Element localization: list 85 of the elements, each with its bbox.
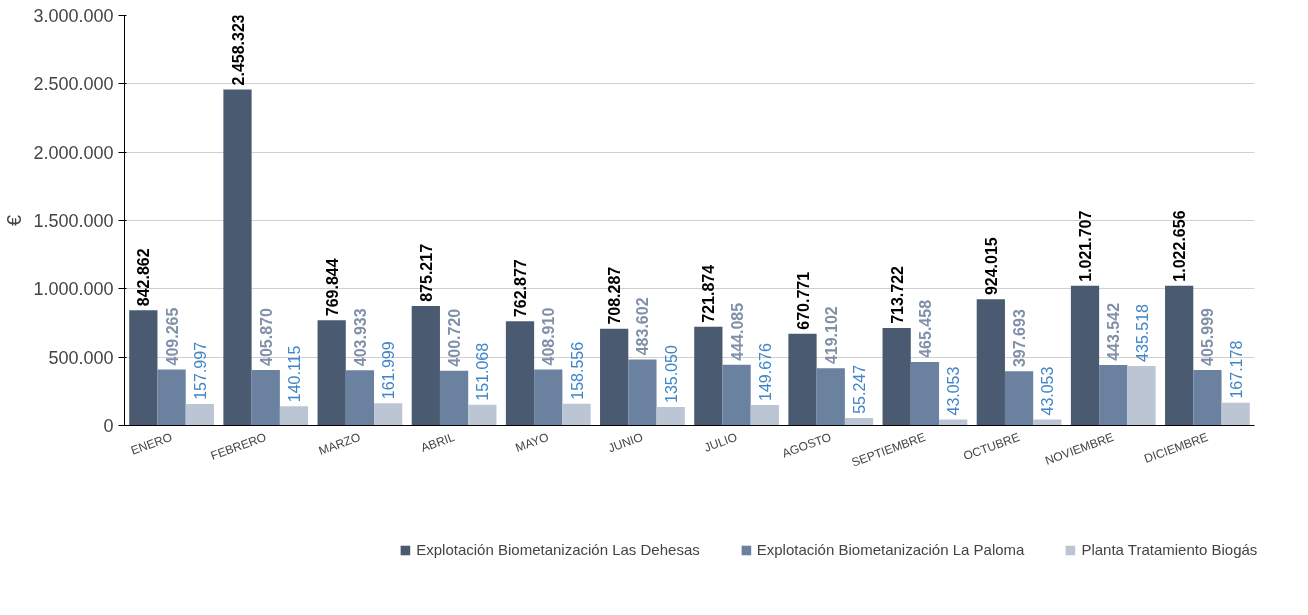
data-label: 721.874 — [700, 264, 718, 323]
data-label: 140.115 — [286, 345, 303, 403]
data-label: 713.722 — [888, 265, 906, 324]
data-label: 670.771 — [794, 271, 812, 330]
bar — [439, 370, 469, 426]
legend-label: Planta Tratamiento Biogás — [1081, 541, 1258, 558]
bar — [505, 321, 535, 426]
bar — [694, 326, 723, 426]
data-label: 924.015 — [982, 237, 1000, 296]
data-label: 435.518 — [1133, 303, 1151, 362]
data-label: 157.997 — [191, 341, 209, 400]
y-tick-label: 500.000 — [48, 347, 114, 368]
data-label: 708.287 — [606, 266, 624, 325]
legend-label: Explotación Biometanización Las Dehesas — [416, 541, 700, 558]
data-label: 769.844 — [323, 258, 341, 317]
bar — [562, 403, 591, 426]
bar — [345, 370, 375, 426]
data-label: 167.178 — [1227, 340, 1245, 399]
bar — [1221, 402, 1250, 426]
bar — [788, 333, 817, 426]
y-tick-label: 2.000.000 — [33, 142, 114, 163]
data-label: 397.693 — [1011, 309, 1029, 368]
bar — [844, 417, 874, 426]
bar — [468, 404, 497, 426]
data-label: 483.602 — [634, 297, 652, 356]
bar — [1099, 364, 1128, 426]
data-label: 405.999 — [1199, 307, 1217, 366]
y-tick-label: 1.000.000 — [33, 279, 114, 300]
legend-label: Explotación Biometanización La Paloma — [756, 541, 1025, 558]
bar — [816, 368, 845, 426]
data-label: 762.877 — [512, 259, 529, 318]
bar — [628, 359, 657, 426]
bar — [534, 369, 563, 426]
x-tick-label: JULIO — [702, 429, 739, 455]
data-label: 842.862 — [135, 248, 153, 307]
bar — [1165, 285, 1194, 426]
data-label: 1.022.656 — [1171, 210, 1189, 282]
data-label: 403.933 — [351, 308, 369, 367]
bar — [656, 407, 685, 426]
bar — [317, 320, 346, 426]
data-label: 875.217 — [417, 243, 435, 302]
bar — [129, 310, 158, 426]
data-label: 43.053 — [945, 366, 963, 416]
x-tick-label: MAYO — [513, 429, 551, 455]
y-tick-label: 2.500.000 — [33, 74, 114, 95]
bar — [1070, 285, 1100, 426]
data-label: 149.676 — [756, 343, 774, 401]
data-label: 151.068 — [474, 342, 492, 401]
data-label: 400.720 — [446, 308, 464, 367]
y-axis-title: € — [3, 214, 26, 227]
data-label: 1.021.707 — [1077, 210, 1094, 282]
y-tick-label: 0 — [103, 416, 114, 436]
bar — [1004, 371, 1034, 426]
x-tick-label: JUNIO — [606, 429, 645, 456]
bar — [910, 361, 940, 426]
data-label: 405.870 — [257, 307, 275, 366]
x-tick-label: ABRIL — [419, 429, 457, 455]
data-label: 135.050 — [662, 345, 680, 403]
bar — [157, 369, 186, 426]
data-label: 443.542 — [1105, 302, 1123, 361]
bar — [882, 327, 911, 426]
bar — [750, 405, 779, 426]
bar — [374, 403, 403, 426]
data-label: 419.102 — [822, 306, 840, 365]
data-label: 2.458.323 — [229, 14, 247, 86]
bar — [279, 406, 309, 426]
data-label: 444.085 — [728, 302, 746, 361]
y-tick-label: 3.000.000 — [33, 6, 114, 26]
y-tick-label: 1.500.000 — [33, 211, 114, 231]
data-label: 158.556 — [568, 341, 586, 400]
bar — [1127, 365, 1156, 426]
bar — [722, 364, 751, 426]
data-label: 408.910 — [540, 307, 558, 366]
data-label: 465.458 — [916, 299, 934, 358]
data-label: 161.999 — [380, 341, 398, 400]
bar — [411, 305, 440, 426]
data-label: 43.053 — [1039, 366, 1057, 416]
bar — [185, 403, 214, 426]
data-label: 55.247 — [851, 364, 868, 414]
bar — [1193, 370, 1222, 426]
bar — [223, 89, 252, 426]
bar — [251, 370, 280, 426]
bar — [976, 299, 1005, 426]
data-label: 409.265 — [163, 307, 181, 366]
bar — [600, 328, 629, 426]
